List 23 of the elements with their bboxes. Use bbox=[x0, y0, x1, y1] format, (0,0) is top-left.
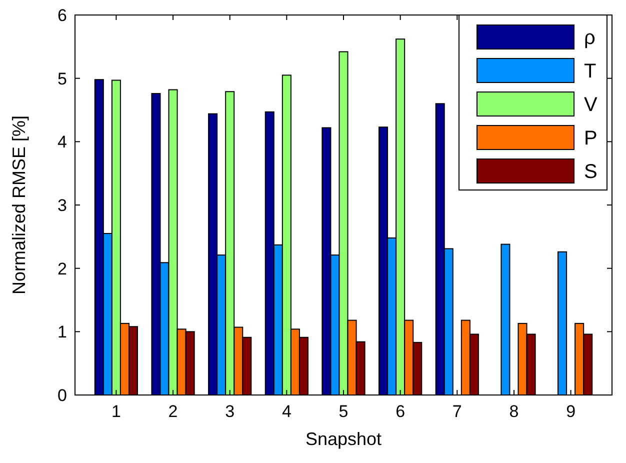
y-tick-label: 1 bbox=[58, 322, 67, 342]
x-tick-label: 3 bbox=[225, 402, 235, 421]
x-tick-label: 1 bbox=[111, 402, 121, 421]
y-tick-label: 2 bbox=[58, 259, 67, 278]
legend-label: T bbox=[584, 60, 596, 82]
y-tick-label: 5 bbox=[58, 69, 67, 88]
x-axis-title: Snapshot bbox=[305, 429, 382, 449]
x-tick-label: 9 bbox=[566, 402, 576, 421]
y-axis-title: Normalized RMSE [%] bbox=[9, 115, 29, 295]
y-tick-label: 3 bbox=[58, 196, 67, 215]
x-tick-label: 4 bbox=[282, 402, 292, 421]
x-tick-label: 5 bbox=[338, 402, 348, 421]
legend-label: P bbox=[584, 128, 598, 150]
legend-label: ρ bbox=[584, 27, 596, 49]
legend-label: S bbox=[584, 161, 598, 183]
x-tick-label: 2 bbox=[168, 402, 178, 421]
y-tick-label: 6 bbox=[58, 6, 67, 25]
x-tick-label: 8 bbox=[509, 402, 519, 421]
y-tick-label: 4 bbox=[58, 132, 67, 152]
y-tick-label: 0 bbox=[58, 386, 67, 405]
x-tick-label: 7 bbox=[452, 402, 462, 421]
legend-label: V bbox=[584, 94, 598, 116]
x-tick-label: 6 bbox=[396, 402, 406, 421]
